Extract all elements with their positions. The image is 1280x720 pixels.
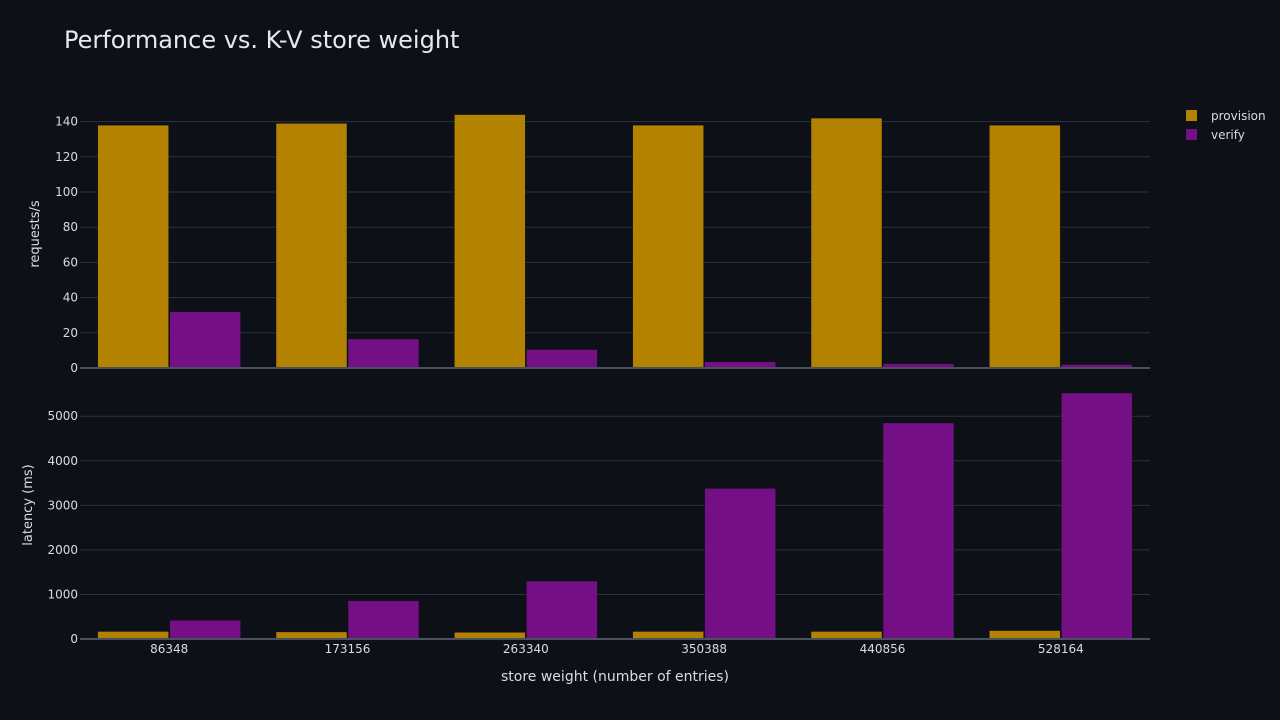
x-tick-label: 173156 bbox=[325, 642, 371, 656]
y-tick-label: 4000 bbox=[47, 454, 78, 468]
legend-label-provision: provision bbox=[1211, 108, 1266, 123]
bar-provision bbox=[810, 631, 883, 640]
bar-verify bbox=[347, 338, 420, 369]
y-tick-label: 2000 bbox=[47, 543, 78, 557]
x-axis-label: store weight (number of entries) bbox=[501, 669, 729, 685]
bar-provision bbox=[275, 123, 348, 369]
legend-item-verify[interactable]: verify bbox=[1180, 125, 1266, 144]
x-tick-label: 528164 bbox=[1038, 642, 1084, 656]
bar-provision bbox=[632, 124, 704, 369]
bar-provision bbox=[989, 630, 1061, 640]
bar-verify bbox=[526, 580, 598, 640]
bar-verify bbox=[882, 422, 955, 640]
bar-provision bbox=[632, 631, 704, 640]
legend-label-verify: verify bbox=[1211, 127, 1245, 142]
bar-verify bbox=[1061, 392, 1133, 640]
bar-provision bbox=[454, 114, 526, 369]
bar-provision bbox=[97, 631, 169, 640]
bar-verify bbox=[169, 620, 241, 640]
y-tick-label: 100 bbox=[55, 185, 78, 199]
subplot-throughput: 0 20 40 60 80 100 120 140 bbox=[55, 114, 1150, 375]
y-tick-label: 40 bbox=[63, 291, 78, 305]
y-axis-label-top: requests/s bbox=[28, 200, 43, 268]
x-tick-label: 440856 bbox=[860, 642, 906, 656]
y-tick-label: 3000 bbox=[47, 498, 78, 512]
y-tick-label: 140 bbox=[55, 115, 78, 129]
x-tick-label: 350388 bbox=[681, 642, 727, 656]
y-tick-label: 5000 bbox=[47, 409, 78, 423]
legend-swatch-provision bbox=[1186, 110, 1197, 121]
y-tick-label: 80 bbox=[63, 220, 78, 234]
legend[interactable]: provision verify bbox=[1180, 106, 1266, 144]
bar-verify bbox=[704, 488, 776, 640]
legend-swatch-verify bbox=[1186, 129, 1197, 140]
y-tick-label: 60 bbox=[63, 255, 78, 269]
bar-provision bbox=[275, 631, 348, 640]
bar-provision bbox=[810, 117, 883, 369]
bar-verify bbox=[347, 600, 420, 640]
y-tick-label: 0 bbox=[70, 361, 78, 375]
y-tick-label: 20 bbox=[63, 326, 78, 340]
subplot-latency: 0 1000 2000 3000 4000 5000 bbox=[47, 392, 1150, 646]
bar-provision bbox=[97, 124, 169, 369]
bar-verify bbox=[169, 311, 241, 369]
y-tick-label: 120 bbox=[55, 150, 78, 164]
bar-provision bbox=[989, 124, 1061, 369]
chart-title: Performance vs. K-V store weight bbox=[64, 26, 460, 54]
y-tick-label: 0 bbox=[70, 632, 78, 646]
bar-provision bbox=[454, 632, 526, 640]
y-axis-label-bottom: latency (ms) bbox=[21, 464, 36, 545]
y-tick-label: 1000 bbox=[47, 587, 78, 601]
bar-verify bbox=[526, 349, 598, 369]
x-tick-label: 86348 bbox=[150, 642, 188, 656]
x-tick-label: 263340 bbox=[503, 642, 549, 656]
legend-item-provision[interactable]: provision bbox=[1180, 106, 1266, 125]
